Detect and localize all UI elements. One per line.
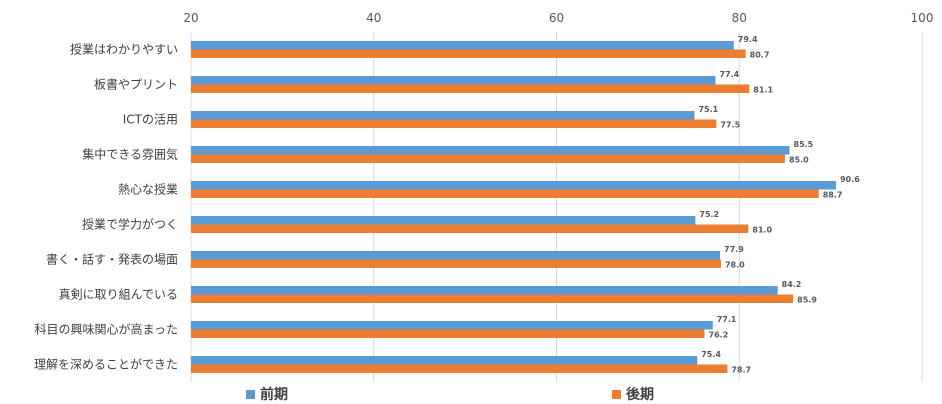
x-tick-label: 20 [183,11,198,25]
data-label: 75.1 [698,105,718,114]
x-tick-label: 80 [732,11,747,25]
data-label: 75.4 [701,350,721,359]
x-tick-label: 100 [911,11,934,25]
bar [191,41,734,50]
bar [191,321,713,330]
bar [191,189,819,198]
bar [191,76,716,85]
bar [191,294,794,303]
bar [191,84,750,93]
bar [191,146,790,155]
data-label: 77.5 [720,121,740,130]
bar [191,259,721,268]
category-label: 授業はわかりやすい [70,42,178,57]
legend-label: 前期 [260,386,288,403]
bar [191,154,785,163]
category-label: 授業で学力がつく [82,217,178,232]
legend-label: 後期 [626,386,654,403]
legend-swatch [612,390,621,399]
data-label: 85.5 [794,140,814,149]
bar [191,111,695,120]
data-label: 85.9 [797,296,817,305]
category-label: 熱心な授業 [118,182,178,197]
category-label: 集中できる雰囲気 [82,147,178,162]
data-label: 81.0 [752,226,772,235]
data-label: 85.0 [789,156,809,165]
data-labels: 79.4 80.7 77.4 81.1 75.177.5 85.5 85.0 90.6 88.7… [698,35,860,375]
data-label: 77.9 [724,245,744,254]
category-label: ICTの活用 [123,113,178,127]
data-label: 77.4 [719,70,739,79]
bar [191,224,749,233]
x-tick-label: 60 [549,11,564,25]
bar [191,119,717,128]
bar [191,181,837,190]
bar [191,216,696,225]
category-label: 板書やプリント [94,78,178,92]
bars [191,41,837,373]
data-label: 75.2 [699,210,719,219]
data-label: 78.0 [725,261,745,270]
bar [191,364,728,373]
bar [191,329,705,338]
data-label: 88.7 [823,191,843,200]
legend: 前期 後期 [246,386,654,403]
category-label: 真剣に取り組んでいる [59,288,178,302]
x-axis-tick-labels: 20 40 60 80 100 [183,11,933,25]
data-label: 81.1 [753,86,773,95]
bar [191,49,746,58]
bar [191,356,698,365]
data-label: 76.2 [709,331,729,340]
x-tick-label: 40 [366,11,381,25]
category-label: 科目の興味関心が高まった [34,322,178,337]
data-label: 79.4 [738,35,758,44]
bar [191,286,778,295]
legend-swatch [246,390,255,399]
category-label: 理解を深めることができた [34,357,178,372]
data-label: 77.1 [717,315,737,324]
category-label: 書く・話す・発表の場面 [46,252,178,267]
data-label: 90.6 [840,175,860,184]
data-label: 80.7 [750,51,770,60]
bar [191,251,721,260]
data-label: 78.7 [731,366,751,375]
data-label: 84.2 [782,280,802,289]
